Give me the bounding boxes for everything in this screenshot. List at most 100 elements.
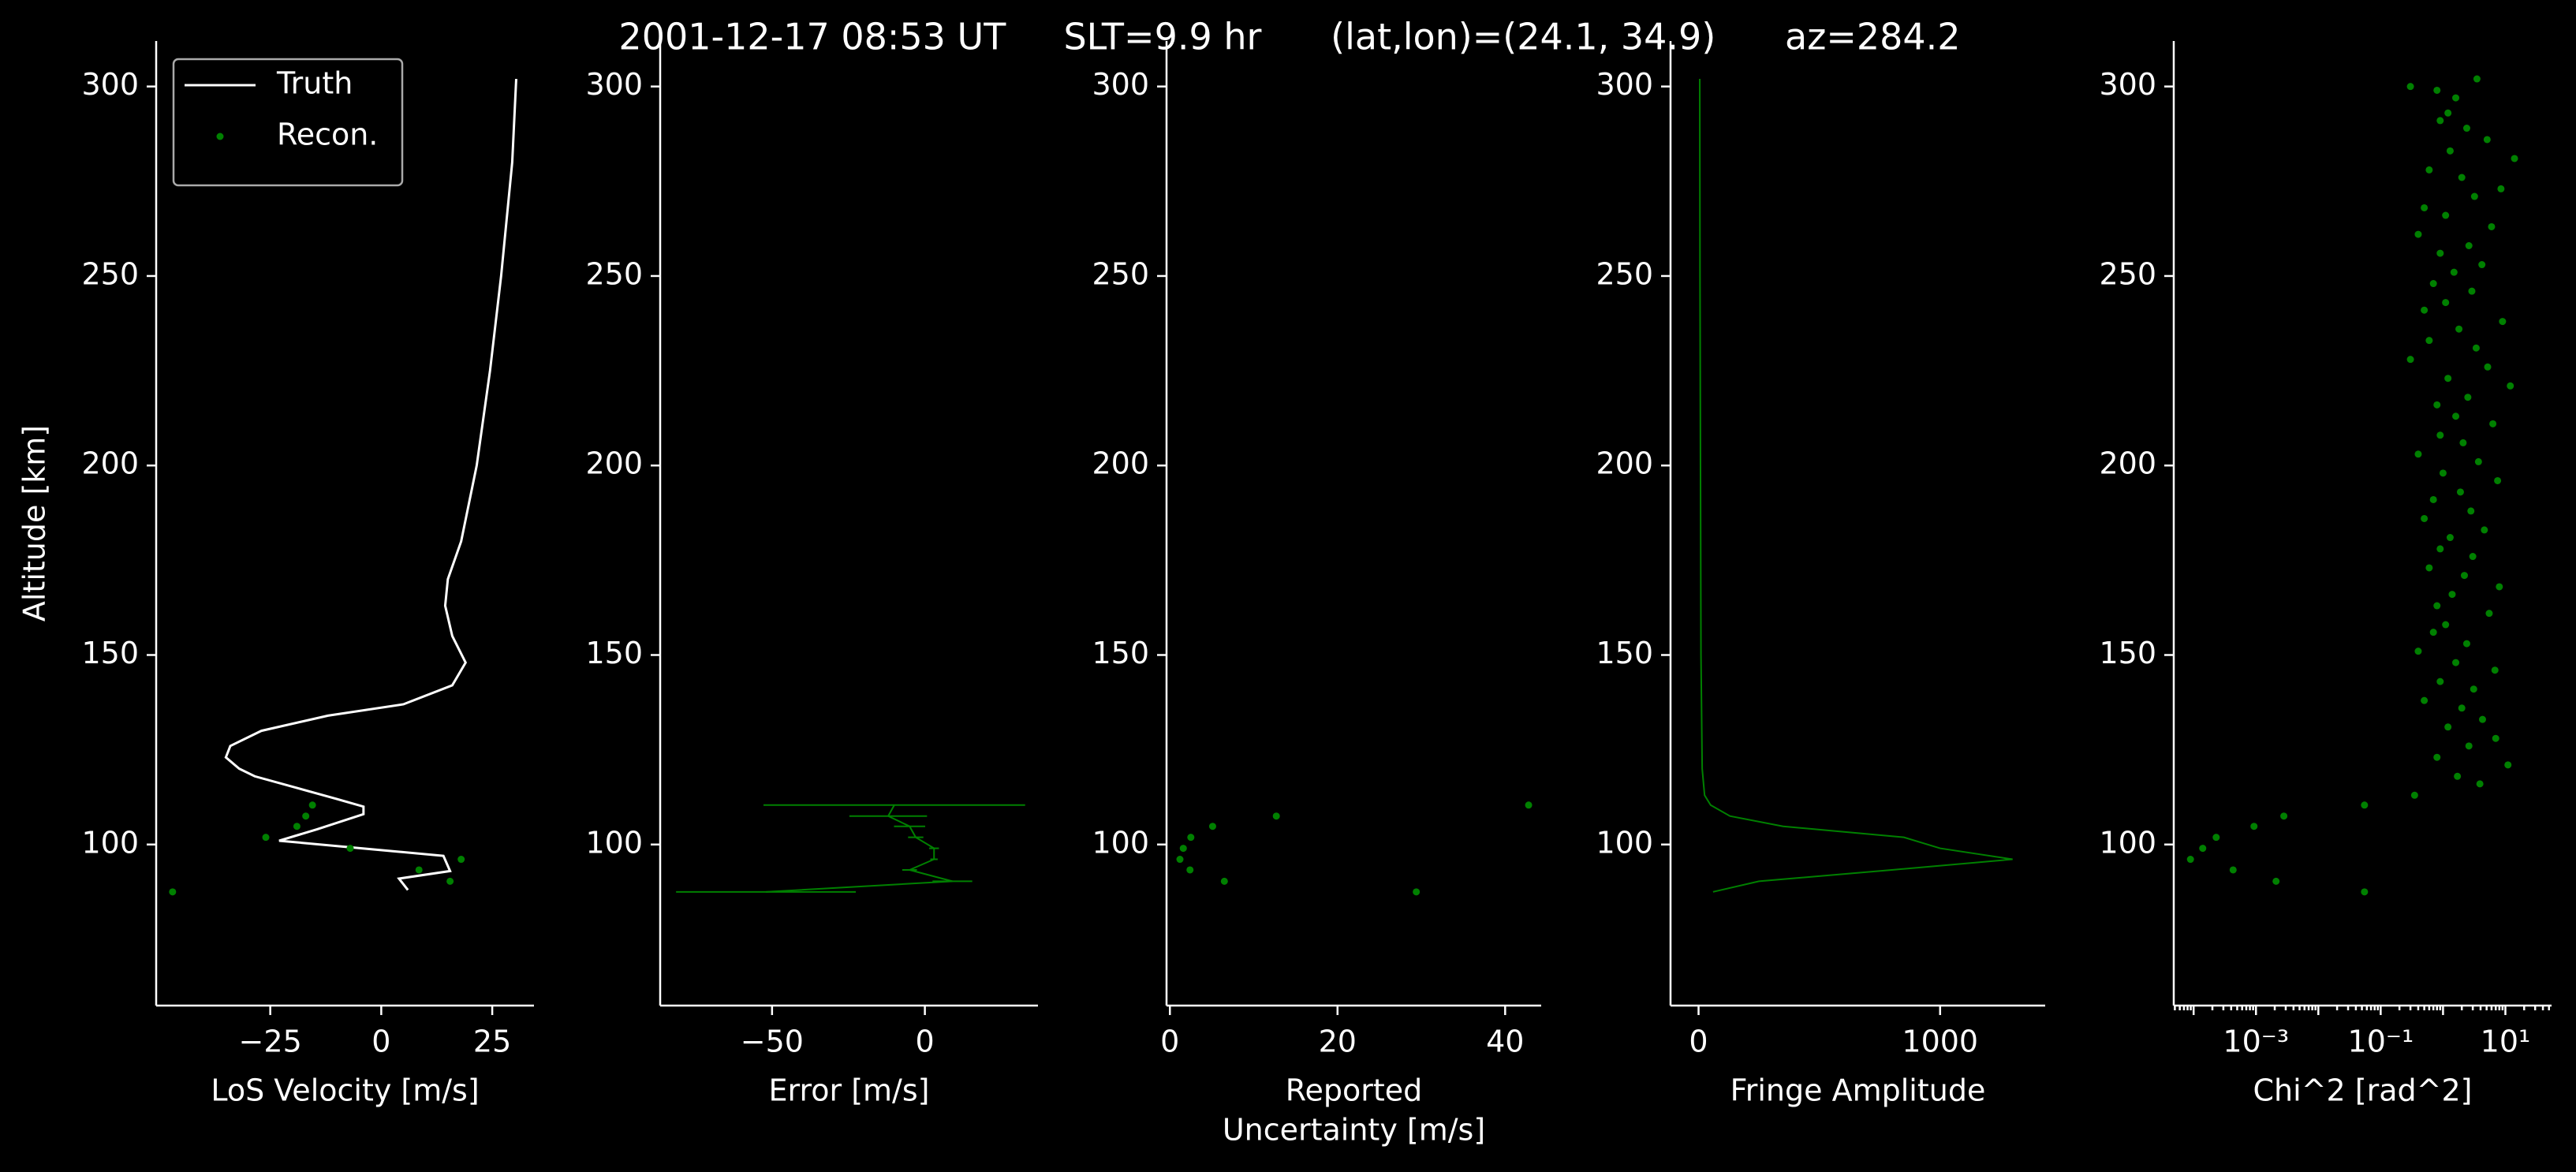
- y-tick-label: 300: [585, 67, 643, 102]
- x-tick-label: 40: [1486, 1025, 1524, 1059]
- point: [2433, 401, 2441, 409]
- point: [2442, 621, 2450, 629]
- point: [2410, 791, 2418, 799]
- point: [2470, 192, 2478, 200]
- point: [2481, 526, 2488, 534]
- point: [2484, 363, 2492, 371]
- point: [2494, 476, 2502, 484]
- legend-box: [172, 58, 404, 187]
- y-tick-label: 100: [2099, 825, 2156, 860]
- point: [2442, 211, 2450, 219]
- point: [2429, 629, 2437, 636]
- x-tick-label: −50: [741, 1025, 804, 1059]
- point: [2488, 222, 2496, 230]
- point: [1179, 845, 1187, 853]
- point: [2489, 420, 2497, 427]
- x-tick-label: 10⁻³: [2223, 1025, 2289, 1059]
- point: [2476, 780, 2484, 788]
- point: [2436, 431, 2444, 439]
- point: [446, 877, 454, 885]
- point: [2425, 564, 2433, 572]
- y-tick-label: 200: [585, 446, 643, 481]
- point: [2465, 241, 2473, 249]
- point: [2467, 507, 2475, 515]
- x-axis-label: Error [m/s]: [769, 1073, 930, 1108]
- legend-label: Recon.: [277, 118, 378, 152]
- x-tick-label: 0: [1689, 1025, 1708, 1059]
- y-tick-label: 200: [2099, 446, 2156, 481]
- point: [2452, 412, 2460, 420]
- point: [2429, 280, 2437, 288]
- point: [2452, 659, 2460, 666]
- point: [2465, 742, 2473, 750]
- line: [224, 78, 517, 891]
- point: [2456, 488, 2464, 496]
- x-tick-label: 0: [916, 1025, 935, 1059]
- point: [2406, 83, 2414, 91]
- point: [2492, 734, 2499, 742]
- point: [2436, 249, 2444, 257]
- point: [2272, 877, 2280, 885]
- x-tick-label: −25: [239, 1025, 302, 1059]
- point: [2458, 704, 2466, 712]
- point: [2446, 147, 2454, 155]
- legend-marker: [216, 133, 224, 140]
- point: [293, 823, 301, 830]
- y-tick-label: 150: [81, 636, 139, 670]
- point: [2511, 155, 2518, 162]
- point: [2497, 185, 2505, 192]
- point: [1413, 888, 1421, 896]
- point: [2460, 572, 2468, 580]
- point: [2473, 75, 2481, 83]
- point: [2421, 306, 2429, 314]
- point: [2421, 203, 2429, 211]
- line: [766, 804, 953, 893]
- point: [2425, 166, 2433, 174]
- x-tick-label: 0: [371, 1025, 390, 1059]
- y-axis-label: Altitude [km]: [17, 425, 52, 621]
- point: [1208, 823, 1216, 830]
- y-tick-label: 250: [81, 256, 139, 291]
- point: [2414, 648, 2422, 655]
- x-tick-label: 0: [1160, 1025, 1179, 1059]
- point: [1525, 801, 1533, 809]
- y-tick-label: 100: [585, 825, 643, 860]
- x-tick-label: 10¹: [2481, 1025, 2531, 1059]
- point: [302, 812, 310, 820]
- point: [2414, 450, 2422, 458]
- point: [1272, 812, 1280, 820]
- x-axis-label: Uncertainty [m/s]: [1223, 1113, 1485, 1148]
- point: [2444, 375, 2452, 383]
- x-axis-label: Reported: [1286, 1073, 1422, 1108]
- point: [2439, 469, 2447, 477]
- point: [2454, 772, 2462, 780]
- point: [2436, 677, 2444, 685]
- point: [2504, 761, 2512, 769]
- point: [1220, 877, 1228, 885]
- point: [2212, 834, 2220, 842]
- point: [2361, 888, 2369, 896]
- point: [2229, 866, 2237, 874]
- point: [2436, 117, 2444, 125]
- y-tick-label: 150: [585, 636, 643, 670]
- point: [2462, 640, 2470, 648]
- point: [2199, 845, 2207, 853]
- x-tick-label: 1000: [1902, 1025, 1978, 1059]
- y-tick-label: 250: [1092, 256, 1149, 291]
- point: [2406, 356, 2414, 364]
- point: [1176, 856, 1184, 864]
- point: [2507, 382, 2514, 390]
- y-tick-label: 300: [1092, 67, 1149, 102]
- point: [2496, 583, 2503, 591]
- point: [2458, 174, 2466, 181]
- point: [2250, 823, 2258, 830]
- point: [2186, 856, 2194, 864]
- y-tick-label: 100: [1092, 825, 1149, 860]
- point: [2464, 394, 2472, 401]
- point: [415, 866, 423, 874]
- point: [2452, 94, 2460, 102]
- point: [2442, 299, 2450, 307]
- point: [2474, 457, 2482, 465]
- point: [2448, 591, 2456, 599]
